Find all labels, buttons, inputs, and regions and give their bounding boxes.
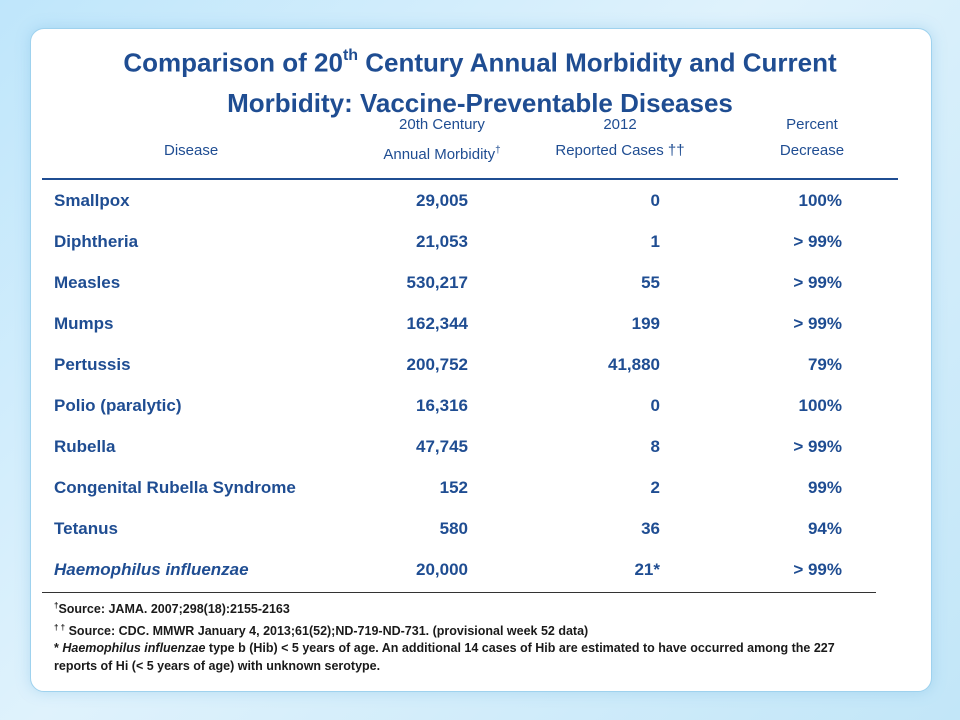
- century-morbidity: 152: [439, 478, 468, 497]
- header-rule: [42, 178, 898, 180]
- title-line-2: Morbidity: Vaccine-Preventable Diseases: [227, 87, 733, 118]
- percent-decrease: 94%: [807, 519, 842, 538]
- footnote-3: * Haemophilus influenzae type b (Hib) < …: [54, 641, 835, 673]
- disease-name: Diphtheria: [54, 232, 139, 251]
- footnote-1: †Source: JAMA. 2007;298(18):2155-2163: [54, 601, 290, 617]
- reported-cases-2012: 0: [650, 396, 660, 415]
- century-morbidity: 200,752: [406, 355, 468, 374]
- content-panel: [30, 28, 932, 692]
- disease-name: Mumps: [54, 314, 114, 333]
- table-row: Polio (paralytic) 16,316 0 100%: [0, 385, 960, 426]
- header-2012-cases: 2012 Reported Cases ††: [555, 116, 685, 159]
- century-morbidity: 47,745: [416, 437, 468, 456]
- percent-decrease: > 99%: [793, 232, 842, 251]
- footnote-rule: [42, 592, 876, 593]
- slide-title: Comparison of 20th Century Annual Morbid…: [40, 38, 920, 123]
- title-line-1: Comparison of 20th Century Annual Morbid…: [123, 47, 837, 78]
- disease-name: Polio (paralytic): [54, 396, 182, 415]
- century-morbidity: 21,053: [416, 232, 468, 251]
- disease-name: Smallpox: [54, 191, 130, 210]
- century-morbidity: 580: [439, 519, 468, 538]
- disease-name: Tetanus: [54, 519, 118, 538]
- disease-name: Pertussis: [54, 355, 131, 374]
- percent-decrease: 100%: [798, 396, 842, 415]
- table-row: Smallpox 29,005 0 100%: [0, 180, 960, 221]
- header-century: 20th Century Annual Morbidity†: [383, 116, 501, 163]
- reported-cases-2012: 199: [631, 314, 660, 333]
- table-row: Rubella 47,745 8 > 99%: [0, 426, 960, 467]
- reported-cases-2012: 36: [641, 519, 660, 538]
- table-row: Congenital Rubella Syndrome 152 2 99%: [0, 467, 960, 508]
- percent-decrease: 99%: [807, 478, 842, 497]
- table-row: Haemophilus influenzae 20,000 21* > 99%: [0, 549, 960, 590]
- table-row: Diphtheria 21,053 1 > 99%: [0, 221, 960, 262]
- table-row: Pertussis 200,752 41,880 79%: [0, 344, 960, 385]
- century-morbidity: 162,344: [406, 314, 468, 333]
- percent-decrease: > 99%: [793, 314, 842, 333]
- reported-cases-2012: 1: [650, 232, 660, 251]
- century-morbidity: 16,316: [416, 396, 468, 415]
- reported-cases-2012: 0: [650, 191, 660, 210]
- disease-name: Congenital Rubella Syndrome: [54, 478, 296, 497]
- header-disease: Disease: [164, 142, 219, 159]
- disease-name: Rubella: [54, 437, 116, 456]
- percent-decrease: > 99%: [793, 560, 842, 579]
- disease-name: Measles: [54, 273, 121, 292]
- reported-cases-2012: 55: [641, 273, 660, 292]
- reported-cases-2012: 41,880: [608, 355, 660, 374]
- reported-cases-2012: 8: [650, 437, 660, 456]
- footnote-2: † † Source: CDC. MMWR January 4, 2013;61…: [54, 622, 589, 638]
- century-morbidity: 530,217: [406, 273, 468, 292]
- table-row: Measles 530,217 55 > 99%: [0, 262, 960, 303]
- reported-cases-2012: 21*: [634, 560, 660, 579]
- table-row: Tetanus 580 36 94%: [0, 508, 960, 549]
- header-percent-decrease: Percent Decrease: [779, 116, 845, 159]
- disease-name: Haemophilus influenzae: [54, 560, 249, 579]
- percent-decrease: > 99%: [793, 437, 842, 456]
- percent-decrease: > 99%: [793, 273, 842, 292]
- reported-cases-2012: 2: [650, 478, 660, 497]
- century-morbidity: 29,005: [416, 191, 468, 210]
- century-morbidity: 20,000: [416, 560, 468, 579]
- table-row: Mumps 162,344 199 > 99%: [0, 303, 960, 344]
- percent-decrease: 79%: [807, 355, 842, 374]
- footnotes: †Source: JAMA. 2007;298(18):2155-2163 † …: [54, 597, 874, 675]
- percent-decrease: 100%: [798, 191, 842, 210]
